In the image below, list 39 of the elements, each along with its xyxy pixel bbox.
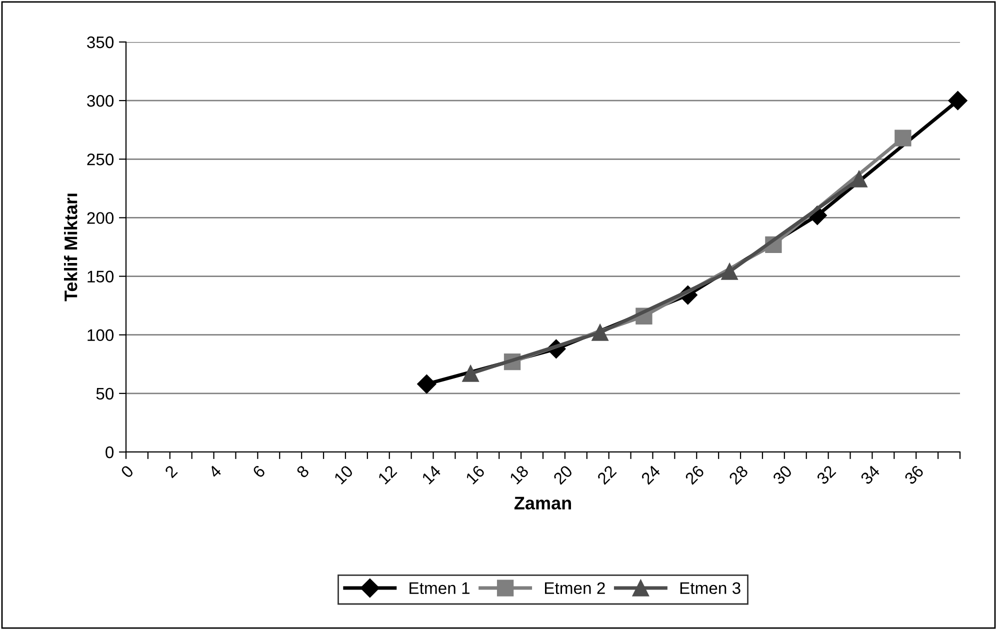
point [462,365,479,382]
x-tick-label: 24 [640,464,661,485]
point [417,374,436,394]
x-tick-label: 18 [509,464,530,485]
x-tick-label: 10 [334,464,354,485]
x-tick-label: 6 [252,464,266,478]
y-tick-label: 100 [88,329,114,342]
x-tick-label: 22 [596,464,617,485]
x-tick-label: 30 [772,464,793,486]
x-axis-title: Zaman [514,496,571,510]
legend-label: Etmen 3 [680,582,740,594]
point [721,263,738,280]
x-tick-label: 36 [904,464,924,486]
y-tick-label: 200 [87,212,114,224]
x-tick-label: 4 [208,464,222,479]
x-tick-label: 32 [816,464,836,486]
x-tick-label: 2 [164,464,178,478]
y-tick-label: 350 [87,36,114,48]
x-tick-label: 8 [296,464,310,479]
y-tick-label: 0 [106,446,114,458]
x-tick-label: 0 [120,464,134,479]
point [894,130,912,146]
x-tick-label: 26 [684,464,705,485]
x-tick-label: 12 [377,464,398,485]
y-tick-label: 250 [87,154,114,166]
point [592,324,608,341]
point [850,170,868,188]
x-tick-label: 34 [860,464,881,486]
y-axis-title: Teklif Miktarı [64,194,78,302]
legend-label: Etmen 1 [410,582,470,594]
x-tick-label: 20 [552,464,574,485]
y-tick-label: 50 [96,388,114,400]
legend-label: Etmen 2 [545,582,605,594]
y-tick-label: 150 [88,270,114,282]
x-tick-label: 16 [465,464,486,485]
x-tick-label: 14 [421,464,442,485]
y-tick-label: 300 [87,94,114,107]
point [948,91,968,110]
x-tick-label: 28 [728,464,749,485]
